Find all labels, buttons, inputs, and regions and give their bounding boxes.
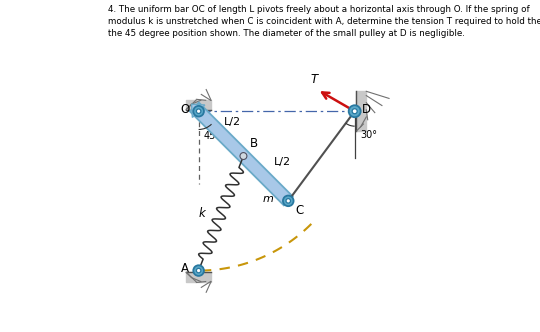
Text: L/2: L/2	[274, 157, 291, 167]
Text: T: T	[310, 73, 318, 86]
Circle shape	[352, 109, 357, 114]
Text: O: O	[180, 103, 190, 116]
Text: 45°: 45°	[204, 131, 221, 141]
Text: 4. The uniform bar OC of length L pivots freely about a horizontal axis through : 4. The uniform bar OC of length L pivots…	[108, 5, 540, 38]
Text: D: D	[362, 103, 371, 116]
Circle shape	[240, 153, 247, 159]
Polygon shape	[190, 103, 293, 205]
Text: B: B	[250, 137, 258, 150]
Circle shape	[193, 265, 204, 276]
Circle shape	[349, 105, 361, 117]
Circle shape	[197, 109, 201, 114]
Text: C: C	[295, 204, 304, 216]
Text: A: A	[181, 262, 190, 276]
Circle shape	[283, 196, 294, 206]
Polygon shape	[192, 104, 205, 118]
Text: L/2: L/2	[224, 117, 241, 127]
Circle shape	[193, 106, 204, 117]
Circle shape	[197, 268, 201, 273]
Text: 30°: 30°	[360, 130, 377, 140]
Text: k: k	[198, 207, 205, 220]
Circle shape	[286, 199, 291, 203]
Text: m: m	[262, 194, 273, 204]
